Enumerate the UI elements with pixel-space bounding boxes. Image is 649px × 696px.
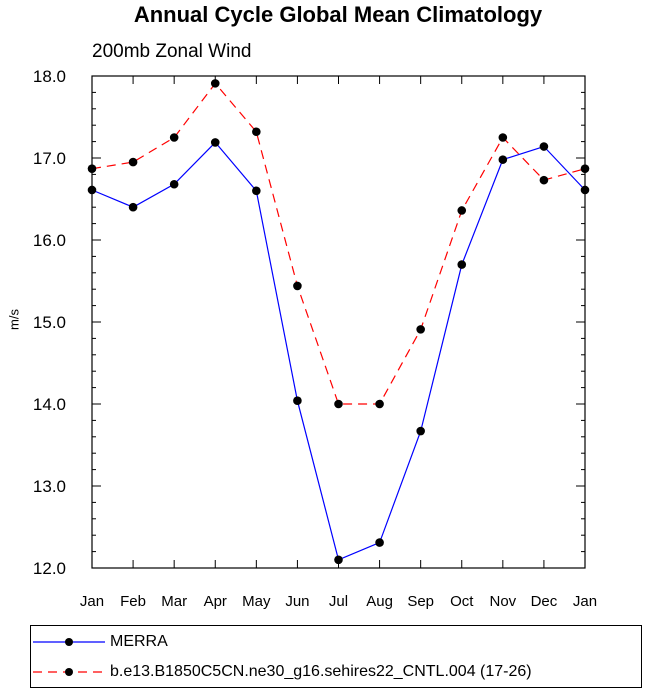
x-tick-label: Aug	[366, 593, 393, 610]
chart-subtitle: 200mb Zonal Wind	[92, 41, 252, 62]
data-point-1-5	[252, 186, 261, 196]
x-tick-label: Nov	[489, 593, 516, 610]
legend-swatch-series-2	[33, 668, 105, 676]
data-point-2-3	[169, 133, 179, 142]
chart-title: Annual Cycle Global Mean Climatology	[133, 2, 543, 27]
data-point-1-10	[457, 260, 467, 269]
series-lines	[91, 82, 586, 561]
tick-labels: Jan Feb Mar Apr May Jun Jul Aug Sep Oct Nov Dec Jan 1…	[33, 67, 597, 610]
x-tick-label: Jan	[80, 593, 104, 610]
data-point-2-2	[128, 157, 138, 167]
x-tick-label: Jul	[329, 593, 348, 610]
data-point-2-10	[457, 206, 467, 215]
data-point-1-7	[334, 555, 343, 565]
legend-item-series-2: b.e13.B1850C5CN.ne30_g16.sehires22_CNTL.…	[31, 660, 532, 684]
x-tick-label: Oct	[450, 593, 474, 610]
legend-label-series-2: b.e13.B1850C5CN.ne30_g16.sehires22_CNTL.…	[110, 663, 532, 680]
x-tick-label: Dec	[531, 593, 558, 610]
axis-ticks	[91, 75, 586, 569]
x-tick-label: May	[242, 593, 271, 610]
data-point-1-12	[539, 142, 549, 151]
data-point-2-7	[334, 399, 343, 409]
y-tick-label: 15.0	[33, 313, 66, 332]
data-point-2-11	[498, 133, 508, 142]
line-chart: Jan Feb Mar Apr May Jun Jul Aug Sep Oct Nov Dec Jan 1…	[33, 67, 597, 610]
y-tick-label: 17.0	[33, 149, 66, 168]
y-tick-label: 13.0	[33, 477, 66, 496]
legend-label-series-1: MERRA	[110, 633, 168, 650]
x-tick-label: Jan	[573, 593, 597, 610]
data-point-1-9	[416, 426, 425, 436]
data-point-2-5	[252, 127, 261, 137]
data-point-2-6	[293, 281, 302, 291]
legend: MERRA b.e13.B1850C5CN.ne30_g16.sehires22…	[30, 625, 642, 688]
data-point-1-2	[128, 202, 138, 212]
plot-frame	[91, 75, 586, 569]
y-tick-label: 16.0	[33, 231, 66, 250]
data-point-1-8	[375, 538, 384, 547]
x-tick-label: Mar	[161, 593, 187, 610]
data-point-1-6	[293, 396, 302, 406]
data-point-1-3	[169, 179, 179, 189]
data-point-1-11	[498, 155, 508, 164]
series-line-2	[91, 82, 586, 405]
y-tick-label: 14.0	[33, 395, 66, 414]
y-tick-label: 18.0	[33, 67, 66, 86]
data-point-2-9	[416, 325, 425, 334]
legend-swatch-series-1	[33, 638, 105, 646]
x-tick-label: Apr	[204, 593, 227, 610]
x-tick-label: Sep	[407, 593, 434, 610]
y-tick-label: 12.0	[33, 559, 66, 578]
legend-item-series-1: MERRA	[31, 630, 168, 654]
x-tick-label: Feb	[120, 593, 146, 610]
series-points	[87, 79, 590, 565]
data-point-2-8	[375, 399, 384, 409]
data-point-2-12	[539, 175, 549, 185]
data-point-1-4	[210, 138, 220, 147]
series-line-1	[91, 141, 586, 561]
x-tick-label: Jun	[285, 593, 309, 610]
